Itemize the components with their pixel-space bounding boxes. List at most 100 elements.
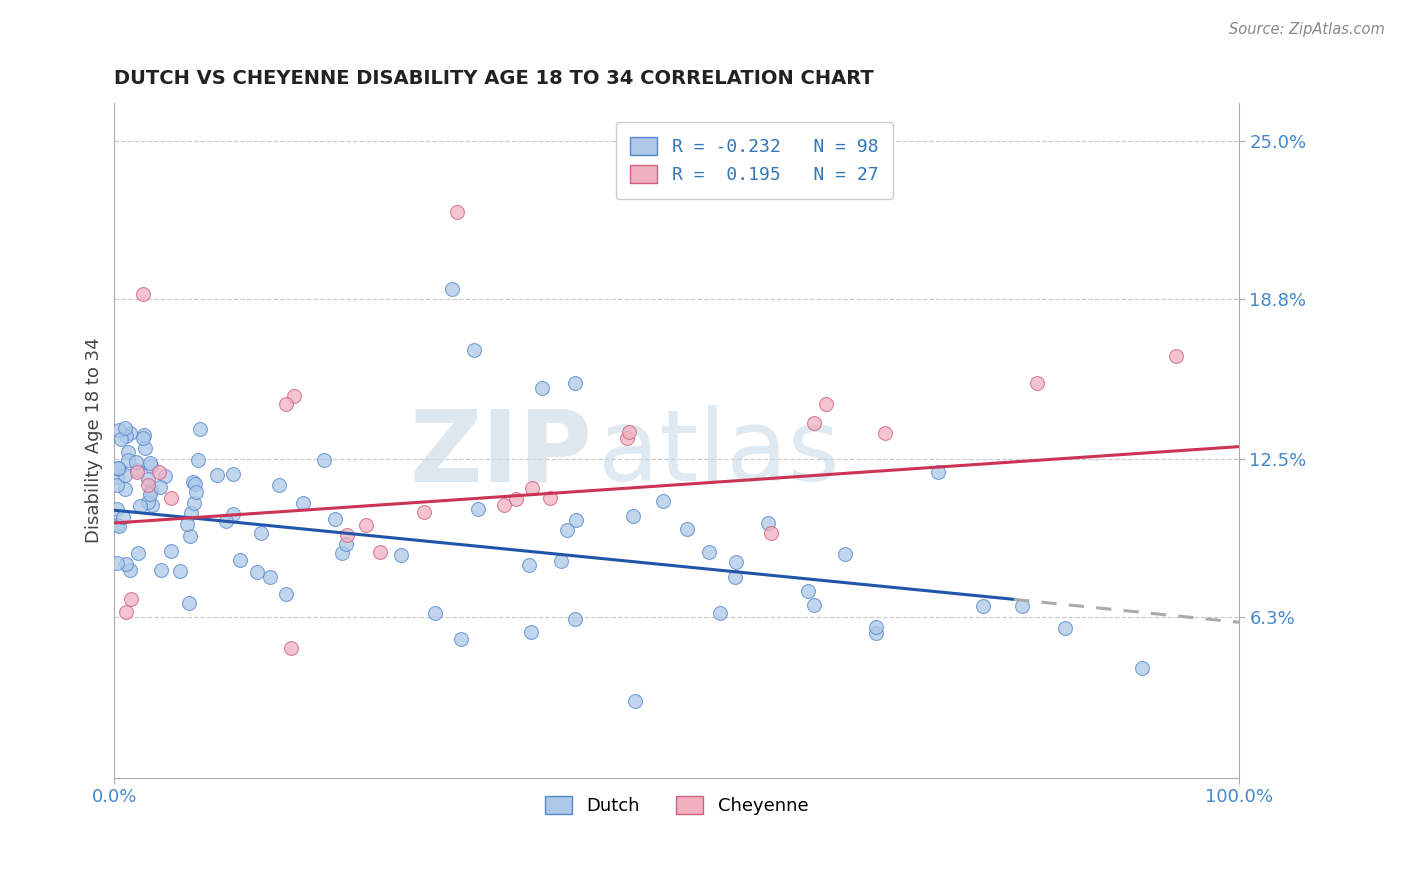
Point bbox=[1011, 599, 1033, 614]
Point bbox=[181, 475, 204, 490]
Point bbox=[184, 477, 207, 491]
Point bbox=[651, 494, 673, 508]
Point bbox=[834, 547, 856, 561]
Point bbox=[336, 528, 359, 542]
Point bbox=[134, 441, 156, 455]
Point bbox=[179, 529, 201, 543]
Point bbox=[803, 416, 825, 430]
Point bbox=[105, 556, 128, 570]
Point bbox=[354, 518, 377, 533]
Point bbox=[222, 507, 245, 521]
Point bbox=[139, 483, 162, 497]
Point bbox=[153, 468, 176, 483]
Point bbox=[564, 612, 586, 626]
Point bbox=[120, 592, 142, 607]
Point bbox=[129, 499, 152, 513]
Point bbox=[335, 537, 357, 551]
Point bbox=[160, 544, 183, 558]
Point bbox=[972, 599, 994, 614]
Point bbox=[105, 501, 128, 516]
Point bbox=[520, 481, 543, 495]
Point bbox=[187, 452, 209, 467]
Point bbox=[105, 517, 128, 532]
Point bbox=[186, 485, 208, 500]
Point bbox=[1130, 661, 1153, 675]
Point bbox=[724, 570, 747, 584]
Point bbox=[114, 467, 136, 482]
Point bbox=[111, 510, 134, 524]
Point bbox=[555, 524, 578, 538]
Point bbox=[280, 640, 302, 655]
Point bbox=[389, 548, 412, 562]
Point bbox=[249, 525, 271, 540]
Text: Source: ZipAtlas.com: Source: ZipAtlas.com bbox=[1229, 22, 1385, 37]
Text: atlas: atlas bbox=[598, 405, 839, 502]
Point bbox=[131, 431, 153, 445]
Point bbox=[1166, 349, 1188, 363]
Point bbox=[450, 632, 472, 646]
Point bbox=[873, 425, 896, 440]
Point bbox=[117, 445, 139, 459]
Point bbox=[115, 557, 138, 571]
Point bbox=[246, 565, 269, 579]
Point bbox=[758, 516, 780, 531]
Point bbox=[517, 558, 540, 572]
Point bbox=[1054, 621, 1077, 635]
Point bbox=[1025, 376, 1047, 390]
Point bbox=[724, 554, 747, 568]
Point bbox=[530, 381, 553, 395]
Point bbox=[621, 508, 644, 523]
Point bbox=[446, 205, 468, 219]
Text: DUTCH VS CHEYENNE DISABILITY AGE 18 TO 34 CORRELATION CHART: DUTCH VS CHEYENNE DISABILITY AGE 18 TO 3… bbox=[114, 69, 875, 87]
Point bbox=[520, 624, 543, 639]
Point bbox=[105, 470, 128, 484]
Point bbox=[139, 456, 162, 470]
Point bbox=[368, 545, 391, 559]
Point bbox=[180, 506, 202, 520]
Point bbox=[259, 570, 281, 584]
Point bbox=[120, 563, 142, 577]
Point bbox=[107, 460, 129, 475]
Point bbox=[125, 455, 148, 469]
Point bbox=[108, 423, 131, 437]
Point bbox=[222, 467, 245, 482]
Point bbox=[188, 422, 211, 436]
Point bbox=[118, 425, 141, 440]
Point bbox=[564, 513, 586, 527]
Point bbox=[467, 501, 489, 516]
Point bbox=[159, 491, 181, 505]
Point bbox=[423, 606, 446, 620]
Point bbox=[138, 487, 160, 501]
Point bbox=[114, 605, 136, 619]
Point bbox=[274, 397, 297, 411]
Point bbox=[114, 483, 136, 497]
Point bbox=[803, 598, 825, 612]
Point bbox=[117, 453, 139, 467]
Point bbox=[132, 427, 155, 442]
Point bbox=[463, 343, 485, 357]
Point bbox=[108, 462, 131, 476]
Point bbox=[105, 478, 128, 492]
Point bbox=[136, 472, 159, 486]
Point bbox=[291, 496, 314, 510]
Point bbox=[865, 620, 887, 634]
Point bbox=[139, 459, 162, 474]
Point bbox=[176, 517, 198, 532]
Point bbox=[141, 498, 163, 512]
Point bbox=[276, 587, 298, 601]
Point bbox=[207, 467, 229, 482]
Point bbox=[110, 433, 132, 447]
Point bbox=[709, 606, 731, 620]
Point bbox=[131, 286, 153, 301]
Point bbox=[759, 525, 782, 540]
Point bbox=[177, 596, 200, 610]
Point bbox=[676, 522, 699, 536]
Point bbox=[617, 425, 640, 439]
Point bbox=[624, 694, 647, 708]
Point bbox=[183, 496, 205, 510]
Y-axis label: Disability Age 18 to 34: Disability Age 18 to 34 bbox=[86, 337, 103, 543]
Point bbox=[114, 429, 136, 443]
Point bbox=[169, 565, 191, 579]
Point bbox=[440, 282, 463, 296]
Point bbox=[865, 626, 887, 640]
